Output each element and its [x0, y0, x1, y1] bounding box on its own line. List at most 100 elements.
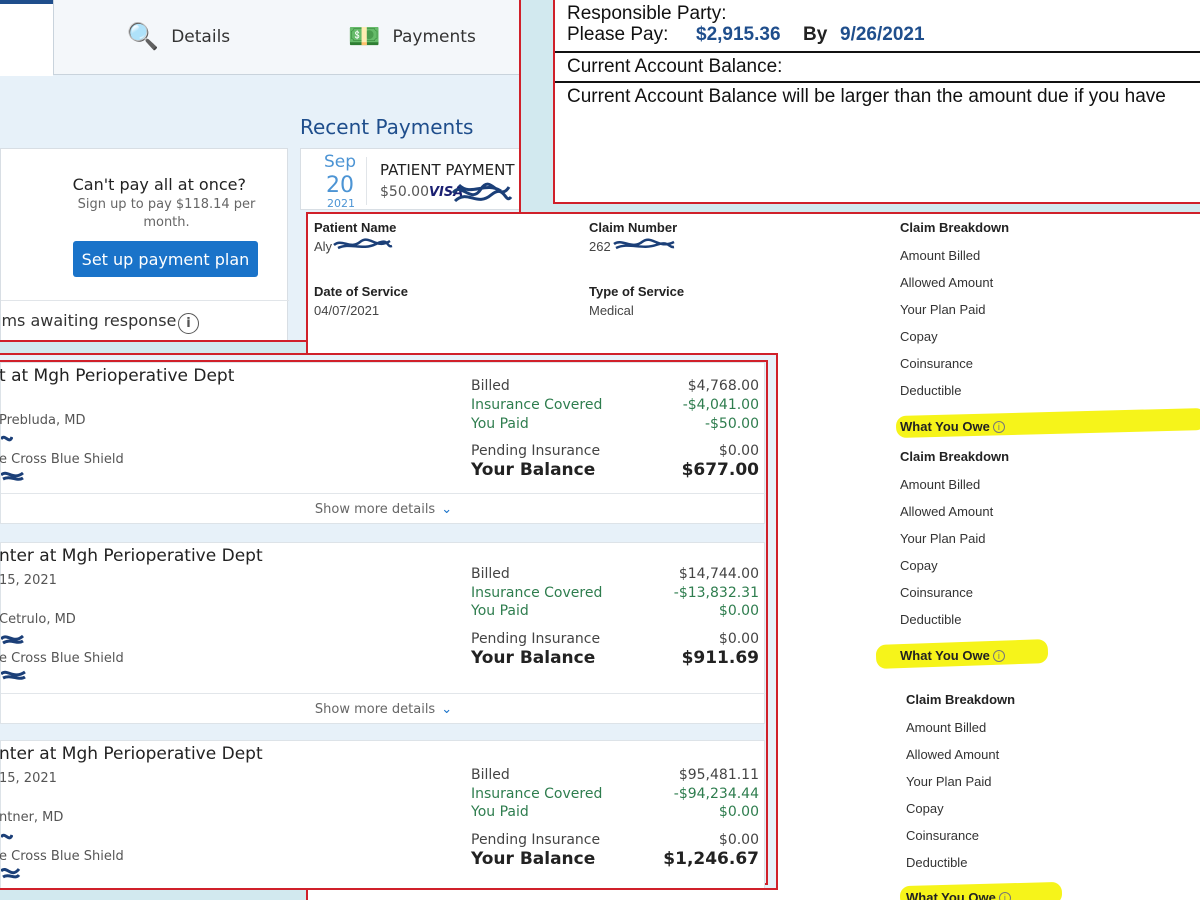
what-you-owe-text: What You Owe	[906, 890, 996, 900]
billed-amount: $14,744.00	[678, 566, 759, 582]
copay-label: Copay	[900, 558, 938, 573]
you-paid-amount: -$50.00	[704, 416, 759, 432]
type-of-service: Medical	[589, 303, 634, 318]
amount-billed-label: Amount Billed	[900, 248, 981, 263]
payment-year: 2021	[327, 197, 355, 210]
insurance-covered-amount: -$13,832.31	[673, 585, 759, 601]
insurance-covered-amount: -$94,234.44	[673, 786, 759, 802]
visit-provider: Cetrulo, MD	[0, 612, 76, 627]
date-of-service: 04/07/2021	[314, 303, 380, 318]
copay-label: Copay	[900, 329, 938, 344]
coinsurance-label: Coinsurance	[906, 828, 979, 843]
tab-payments-label: Payments	[392, 27, 476, 47]
insurance-covered-label: Insurance Covered	[471, 786, 603, 802]
info-icon[interactable]: i	[998, 892, 1011, 900]
magnifier-document-icon: 🔍	[126, 22, 160, 52]
payment-day: 20	[326, 173, 354, 198]
deductible-label: Deductible	[900, 383, 962, 398]
claims-awaiting-response-label: ims awaiting response	[0, 311, 177, 330]
divider	[555, 81, 1200, 83]
visit-list: t at Mgh Perioperative Dept Prebluda, MD…	[0, 360, 768, 888]
pending-insurance-amount: $0.00	[718, 631, 759, 647]
redaction-scribble	[613, 238, 675, 250]
visit-card: nter at Mgh Perioperative Dept 15, 2021 …	[0, 542, 766, 725]
payment-type: PATIENT PAYMENT	[380, 161, 515, 179]
balance-note: Current Account Balance will be larger t…	[567, 86, 1166, 107]
divider	[1, 300, 289, 301]
copay-label: Copay	[906, 801, 944, 816]
insurance-covered-amount: -$4,041.00	[682, 397, 759, 413]
you-paid-label: You Paid	[471, 603, 529, 619]
visit-insurance: e Cross Blue Shield	[0, 651, 124, 666]
claim-breakdown-title: Claim Breakdown	[900, 449, 1010, 464]
redaction-scribble	[1, 471, 24, 481]
visit-date: 15, 2021	[0, 771, 57, 786]
coinsurance-label: Coinsurance	[900, 356, 973, 371]
deductible-label: Deductible	[906, 855, 968, 870]
tab-details-label: Details	[171, 27, 231, 47]
what-you-owe-label: What You Owe i	[900, 648, 1005, 663]
divider	[555, 51, 1200, 53]
divider	[366, 157, 367, 205]
patient-name-label: Patient Name	[314, 220, 397, 235]
by-label: By	[803, 24, 828, 45]
allowed-amount-label: Allowed Amount	[900, 275, 994, 290]
due-date: 9/26/2021	[840, 24, 925, 45]
you-paid-amount: $0.00	[718, 804, 759, 820]
date-of-service-label: Date of Service	[314, 284, 408, 299]
billing-portal-panel: 🔍 Details 💵 Payments Recent Payments Can…	[0, 0, 521, 342]
set-up-payment-plan-button[interactable]: Set up payment plan	[73, 241, 258, 277]
redaction-scribble	[1, 670, 26, 680]
your-plan-paid-label: Your Plan Paid	[900, 302, 986, 317]
visit-location: t at Mgh Perioperative Dept	[0, 366, 235, 386]
recent-payment-card[interactable]: Sep 20 2021 PATIENT PAYMENT $50.00 VISA	[300, 148, 519, 210]
tab-bar: 🔍 Details 💵 Payments	[0, 0, 519, 76]
what-you-owe-text: What You Owe	[900, 648, 990, 663]
chevron-down-icon: ⌄	[441, 502, 453, 517]
type-of-service-label: Type of Service	[589, 284, 685, 299]
claim-number-label: Claim Number	[589, 220, 678, 235]
tab-active-summary[interactable]	[0, 0, 53, 76]
billed-amount: $4,768.00	[687, 378, 759, 394]
responsible-party-label: Responsible Party:	[567, 3, 727, 24]
visit-date: 15, 2021	[0, 573, 57, 588]
allowed-amount-label: Allowed Amount	[900, 504, 994, 519]
insurance-covered-label: Insurance Covered	[471, 585, 603, 601]
your-balance-amount: $1,246.67	[663, 849, 759, 869]
tab-payments[interactable]: 💵 Payments	[303, 0, 519, 75]
show-more-details-link[interactable]: Show more details ⌄	[1, 693, 766, 725]
your-balance-label: Your Balance	[471, 849, 596, 869]
billed-label: Billed	[471, 767, 510, 783]
allowed-amount-label: Allowed Amount	[906, 747, 1000, 762]
amount-billed-label: Amount Billed	[906, 720, 987, 735]
visit-location: nter at Mgh Perioperative Dept	[0, 744, 263, 764]
billed-label: Billed	[471, 378, 510, 394]
your-plan-paid-label: Your Plan Paid	[906, 774, 992, 789]
redaction-scribble	[1, 867, 21, 879]
your-balance-label: Your Balance	[471, 648, 596, 668]
tab-details[interactable]: 🔍 Details	[53, 0, 303, 75]
show-more-details-label: Show more details	[314, 502, 436, 517]
payment-amount: $50.00	[380, 184, 429, 200]
your-balance-amount: $677.00	[681, 460, 759, 480]
show-more-details-link[interactable]: Show more details ⌄	[1, 493, 766, 525]
billed-label: Billed	[471, 566, 510, 582]
please-pay-label: Please Pay:	[567, 24, 669, 45]
redaction-scribble	[1, 833, 13, 840]
pending-insurance-label: Pending Insurance	[471, 443, 601, 459]
visit-provider: Prebluda, MD	[0, 413, 86, 428]
amount-due: $2,915.36	[696, 24, 781, 45]
info-icon[interactable]: i	[992, 650, 1005, 662]
deductible-label: Deductible	[900, 612, 962, 627]
info-icon[interactable]: i	[178, 313, 199, 334]
you-paid-amount: $0.00	[718, 603, 759, 619]
your-balance-amount: $911.69	[681, 648, 759, 668]
money-icon: 💵	[348, 22, 381, 52]
payment-plan-question: Can't pay all at once?	[72, 175, 246, 194]
redaction-scribble	[1, 435, 13, 442]
you-paid-label: You Paid	[471, 416, 529, 432]
pending-insurance-label: Pending Insurance	[471, 832, 601, 848]
info-icon[interactable]: i	[992, 421, 1005, 433]
what-you-owe-text: What You Owe	[900, 419, 990, 434]
visit-location: nter at Mgh Perioperative Dept	[0, 546, 263, 566]
